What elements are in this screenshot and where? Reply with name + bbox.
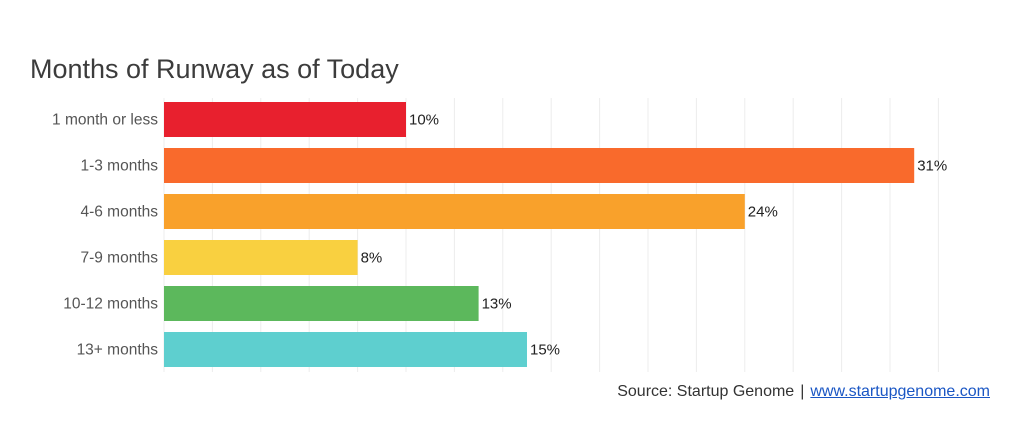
category-label: 7-9 months xyxy=(80,250,158,267)
category-label: 4-6 months xyxy=(80,204,158,221)
value-label: 31% xyxy=(917,158,947,175)
bar-7-9-months xyxy=(164,240,358,275)
bar-1-month-or-less xyxy=(164,102,406,137)
source-credit: Source: Startup Genome | www.startupgenome… xyxy=(617,383,990,401)
source-separator: | xyxy=(800,383,805,400)
bar-1-3-months xyxy=(164,148,915,183)
source-text: Source: Startup Genome xyxy=(617,383,795,400)
bar-13-months xyxy=(164,332,527,367)
category-label: 13+ months xyxy=(77,342,159,359)
source-link[interactable]: www.startupgenome.com xyxy=(810,383,990,400)
category-label: 1 month or less xyxy=(52,112,158,129)
value-label: 8% xyxy=(361,250,383,267)
value-label: 10% xyxy=(409,112,439,129)
category-label: 1-3 months xyxy=(80,158,158,175)
value-label: 13% xyxy=(482,296,512,313)
category-label: 10-12 months xyxy=(63,296,158,313)
bar-4-6-months xyxy=(164,194,745,229)
chart-title: Months of Runway as of Today xyxy=(30,54,399,84)
bar-10-12-months xyxy=(164,286,479,321)
value-label: 24% xyxy=(748,204,778,221)
value-label: 15% xyxy=(530,342,560,359)
